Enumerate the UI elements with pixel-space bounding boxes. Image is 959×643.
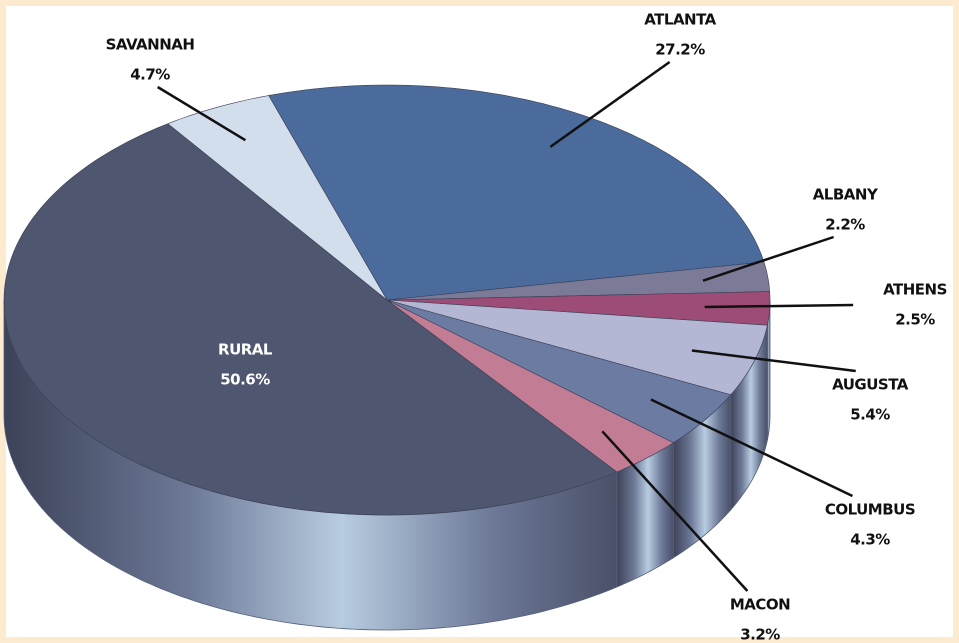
leader-line	[156, 85, 247, 142]
slice-label: AUGUSTA	[832, 376, 909, 394]
leader-line	[691, 349, 856, 373]
slice-value-label: 5.4%	[850, 406, 890, 424]
slice-value-label: 3.2%	[740, 626, 780, 643]
pie-slice	[386, 299, 732, 444]
slice-value-label: 50.6%	[220, 371, 270, 389]
slice-label: ALBANY	[813, 186, 879, 204]
slice-value-label: 2.2%	[825, 216, 865, 234]
slice-label: MACON	[730, 596, 790, 614]
pie-slice	[386, 299, 768, 396]
pie-slice	[3, 123, 618, 516]
slice-value-label: 27.2%	[655, 41, 705, 59]
leader-line	[650, 398, 854, 498]
leader-line	[549, 60, 671, 148]
slice-label: RURAL	[218, 341, 273, 359]
slice-value-label: 4.7%	[130, 66, 170, 84]
pie-slice	[386, 299, 674, 473]
leader-line	[601, 430, 749, 592]
pie-slice	[268, 84, 765, 301]
slice-value-label: 4.3%	[850, 531, 890, 549]
slice-label: ATHENS	[883, 281, 947, 299]
pie-slice	[386, 261, 771, 301]
slice-label: SAVANNAH	[106, 36, 195, 54]
slice-label: ATLANTA	[644, 11, 716, 29]
slice-value-label: 2.5%	[895, 311, 935, 329]
pie-slice	[167, 95, 388, 301]
pie-slice	[386, 291, 771, 326]
leader-line	[704, 303, 854, 309]
slice-label: COLUMBUS	[825, 501, 915, 519]
leader-line	[702, 235, 835, 282]
